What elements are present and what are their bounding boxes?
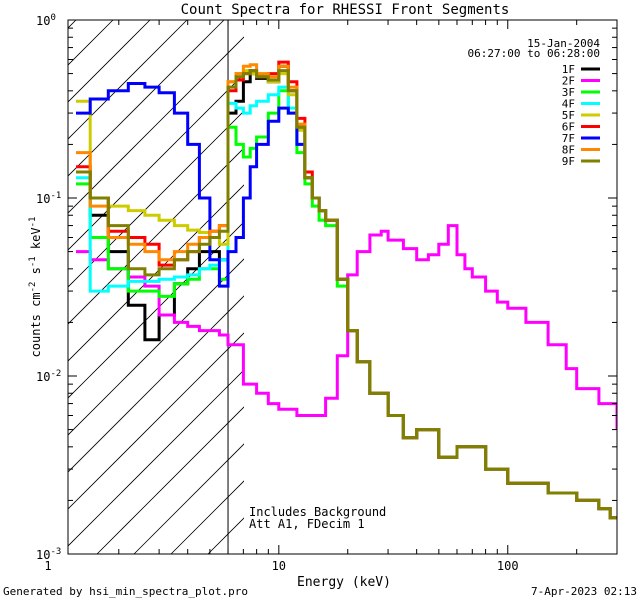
footer-timestamp: 7-Apr-2023 02:13 xyxy=(531,585,637,598)
hatch-line xyxy=(68,332,244,510)
hatch-line xyxy=(68,36,244,214)
legend-label-1F: 1F xyxy=(562,63,575,76)
hatch-line xyxy=(68,20,188,140)
series-2F-line xyxy=(76,224,617,430)
y-tick-label: 10-2 xyxy=(36,369,61,384)
hatch-line xyxy=(96,406,244,554)
legend-label-9F: 9F xyxy=(562,155,575,168)
hatch-line xyxy=(68,221,244,399)
hatch-line xyxy=(68,147,244,325)
annotation-background: Includes Background xyxy=(249,505,386,519)
y-tick-label: 10-1 xyxy=(36,191,61,206)
x-tick-label: 1 xyxy=(44,559,51,573)
time-range-label: 06:27:00 to 06:28:00 xyxy=(468,47,600,60)
x-tick-label: 100 xyxy=(497,559,519,573)
legend-label-7F: 7F xyxy=(562,132,575,145)
legend-label-8F: 8F xyxy=(562,144,575,157)
legend-label-6F: 6F xyxy=(562,121,575,134)
legend-label-5F: 5F xyxy=(562,109,575,122)
legend-label-4F: 4F xyxy=(562,98,575,111)
y-tick-label: 10-3 xyxy=(36,547,61,562)
annotation-attenuator: Att A1, FDecim 1 xyxy=(249,517,365,531)
date-label: 15-Jan-2004 xyxy=(527,37,600,50)
hatch-line xyxy=(68,258,244,436)
hatch-line xyxy=(68,295,244,473)
hatch-line xyxy=(133,443,244,554)
y-tick-label: 100 xyxy=(36,13,56,28)
hatch-line xyxy=(68,73,244,251)
hatch-line xyxy=(68,20,225,177)
chart-title: Count Spectra for RHESSI Front Segments xyxy=(181,2,510,18)
series-9F-line xyxy=(76,69,617,520)
hatch-line xyxy=(68,184,244,362)
axis-ticks xyxy=(68,19,618,555)
hatched-region xyxy=(68,20,244,554)
footer-generated-by: Generated by hsi_min_spectra_plot.pro xyxy=(3,585,248,598)
hatch-line xyxy=(68,369,244,547)
x-axis-label: Energy (keV) xyxy=(297,575,391,590)
x-tick-label: 10 xyxy=(272,559,286,573)
series-layer xyxy=(76,60,617,520)
legend-label-3F: 3F xyxy=(562,86,575,99)
axis-tick-labels: 1 10 100 10-3 10-2 10-1 100 xyxy=(36,13,519,573)
plot-frame xyxy=(67,19,618,555)
y-axis-label: counts cm-2 s-1 keV-1 xyxy=(28,217,43,358)
legend-label-2F: 2F xyxy=(562,75,575,88)
